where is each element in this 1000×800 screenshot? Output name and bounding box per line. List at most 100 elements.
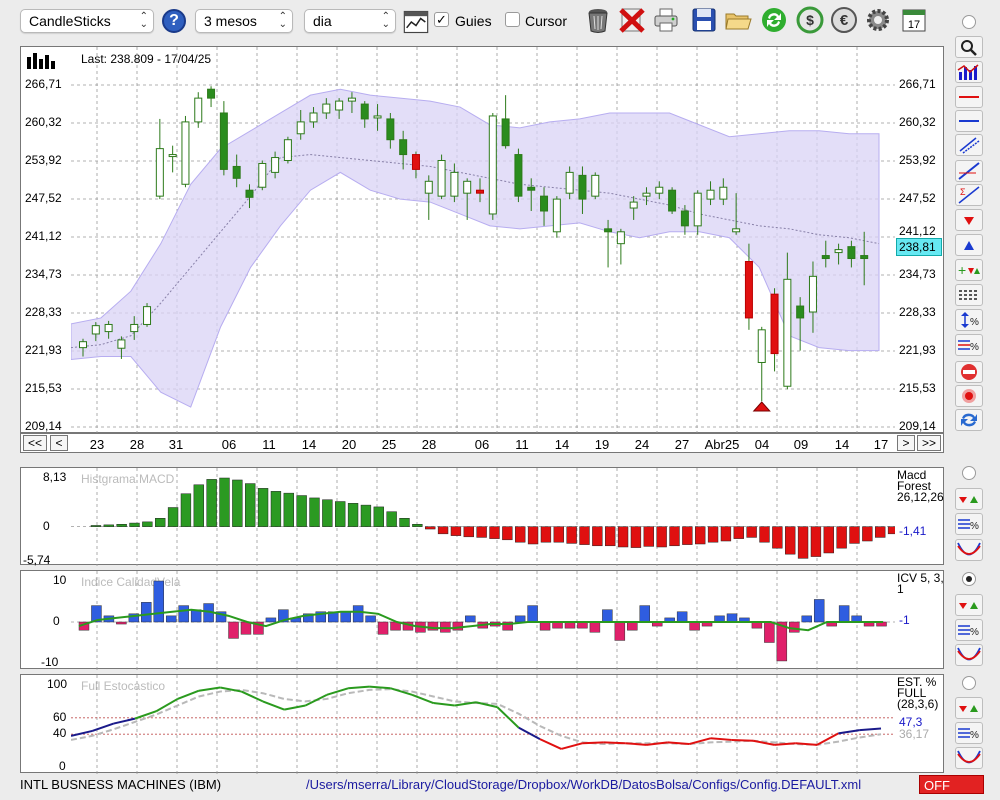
candle — [680, 205, 689, 235]
stochastic-k-segment — [475, 701, 498, 709]
zoom-icon[interactable] — [955, 36, 983, 58]
cursor-checkbox[interactable] — [505, 12, 520, 27]
trendline-icon[interactable] — [955, 160, 983, 182]
stochastic-k-segment — [731, 738, 754, 742]
record-icon[interactable] — [955, 385, 983, 407]
candle-body — [194, 97, 203, 123]
stochastic-panel[interactable]: Full Estocastico 100 60 40 0 EST. % FULL (2… — [20, 674, 944, 774]
first-page-button[interactable]: << — [23, 435, 47, 451]
crossover-icon[interactable] — [955, 644, 983, 666]
candle — [629, 196, 638, 220]
candle — [424, 175, 433, 220]
candle-body — [565, 171, 574, 194]
icv-bar — [589, 621, 601, 633]
refresh-icon[interactable] — [760, 6, 788, 34]
stochastic-k-segment — [198, 686, 221, 692]
macd-bar — [476, 526, 487, 538]
candle — [399, 130, 408, 170]
candle-body — [668, 189, 677, 212]
candle — [706, 181, 715, 206]
stochastic-panel-radio[interactable] — [962, 676, 976, 690]
x-tick-label: 14 — [554, 437, 570, 452]
percent-lines-icon[interactable]: % — [955, 619, 983, 641]
macd-bar — [425, 526, 436, 530]
y-tick-label: 221,93 — [899, 343, 936, 357]
guies-checkbox[interactable]: ✓ — [434, 12, 449, 27]
macd-bar — [527, 526, 539, 545]
percent-lines-icon[interactable]: % — [955, 513, 983, 535]
open-folder-icon[interactable] — [724, 6, 752, 34]
calendar-17-icon[interactable]: 17 — [900, 6, 928, 34]
dollar-refresh-icon[interactable]: $ — [796, 6, 824, 34]
off-status-badge[interactable]: OFF — [919, 775, 984, 794]
macd-bar — [630, 526, 642, 548]
save-disk-icon[interactable] — [690, 6, 718, 34]
macd-histogram[interactable] — [71, 468, 895, 566]
macd-bar — [617, 526, 629, 548]
euro-icon[interactable]: € — [830, 6, 858, 34]
signal-arrows-icon[interactable] — [955, 488, 983, 510]
up-arrow-icon[interactable] — [955, 234, 983, 256]
candle — [271, 151, 280, 179]
x-tick-label: Abr25 — [704, 437, 740, 452]
no-entry-icon[interactable] — [955, 361, 983, 383]
period-select[interactable]: 3 mesos ⌃ ⌄ — [195, 9, 293, 33]
macd-title: Histgrama MACD — [81, 472, 175, 486]
indicator-chart-icon[interactable] — [955, 61, 983, 83]
main-panel-radio[interactable] — [962, 15, 976, 29]
icv-bar — [726, 613, 738, 623]
candle-body — [437, 160, 446, 197]
candlestick-chart[interactable] — [71, 47, 895, 434]
icv-bar — [265, 617, 277, 623]
macd-bar — [142, 521, 153, 527]
channel-icon[interactable] — [955, 134, 983, 156]
percent-range-icon[interactable]: % — [955, 309, 983, 331]
macd-panel[interactable]: Histgrama MACD 8,13 0 -5,74 Macd Forest 26… — [20, 467, 944, 567]
crossover-icon[interactable] — [955, 747, 983, 769]
percent-lines-icon[interactable]: % — [955, 722, 983, 744]
last-page-button[interactable]: >> — [917, 435, 941, 451]
down-arrow-icon[interactable] — [955, 209, 983, 231]
candle-body — [463, 180, 472, 194]
y-tick-label: 0 — [53, 614, 60, 628]
prev-page-button[interactable]: < — [50, 435, 68, 451]
macd-panel-radio[interactable] — [962, 466, 976, 480]
candle — [91, 322, 100, 342]
icv-histogram[interactable] — [71, 571, 895, 670]
add-signal-icon[interactable]: + — [955, 259, 983, 281]
candle — [245, 184, 254, 209]
fibonacci-icon[interactable]: Σ — [955, 184, 983, 206]
candle-body — [373, 115, 382, 119]
y-tick-label: 241,12 — [25, 229, 62, 243]
icv-bar — [465, 615, 476, 623]
help-icon[interactable]: ? — [162, 9, 186, 33]
main-chart-panel[interactable]: Last: 238.809 - 17/04/25 266,71 260,32 253… — [20, 46, 944, 434]
interval-select[interactable]: dia ⌃ ⌄ — [304, 9, 396, 33]
calendar-chart-icon[interactable] — [402, 8, 429, 34]
stochastic-k-segment — [603, 741, 626, 745]
candle-body — [796, 305, 805, 319]
delete-x-icon[interactable] — [618, 6, 646, 34]
percent-lines-icon[interactable]: % — [955, 334, 983, 356]
trash-icon[interactable] — [584, 6, 612, 34]
signal-arrows-icon[interactable] — [955, 594, 983, 616]
print-icon[interactable] — [652, 6, 680, 34]
candle-body — [808, 275, 817, 313]
swap-arrows-icon[interactable] — [955, 409, 983, 431]
next-page-button[interactable]: > — [897, 435, 915, 451]
icv-panel-radio[interactable] — [962, 572, 976, 586]
signal-arrows-icon[interactable] — [955, 697, 983, 719]
macd-bar — [656, 526, 667, 548]
grid-lines-icon[interactable] — [955, 284, 983, 306]
candle-body — [207, 88, 216, 99]
chart-type-select[interactable]: CandleSticks ⌃ ⌄ — [20, 9, 154, 33]
crossover-icon[interactable] — [955, 539, 983, 561]
candle-body — [514, 154, 523, 197]
gear-icon[interactable] — [864, 6, 892, 34]
blue-line-icon[interactable] — [955, 110, 983, 132]
stochastic-chart[interactable] — [71, 675, 895, 774]
red-line-icon[interactable] — [955, 86, 983, 108]
icv-panel[interactable]: Indice CalidadVela 10 0 -10 ICV 5, 3, 1 -1 — [20, 570, 944, 670]
stochastic-k-segment — [454, 701, 477, 707]
candle — [335, 98, 344, 119]
